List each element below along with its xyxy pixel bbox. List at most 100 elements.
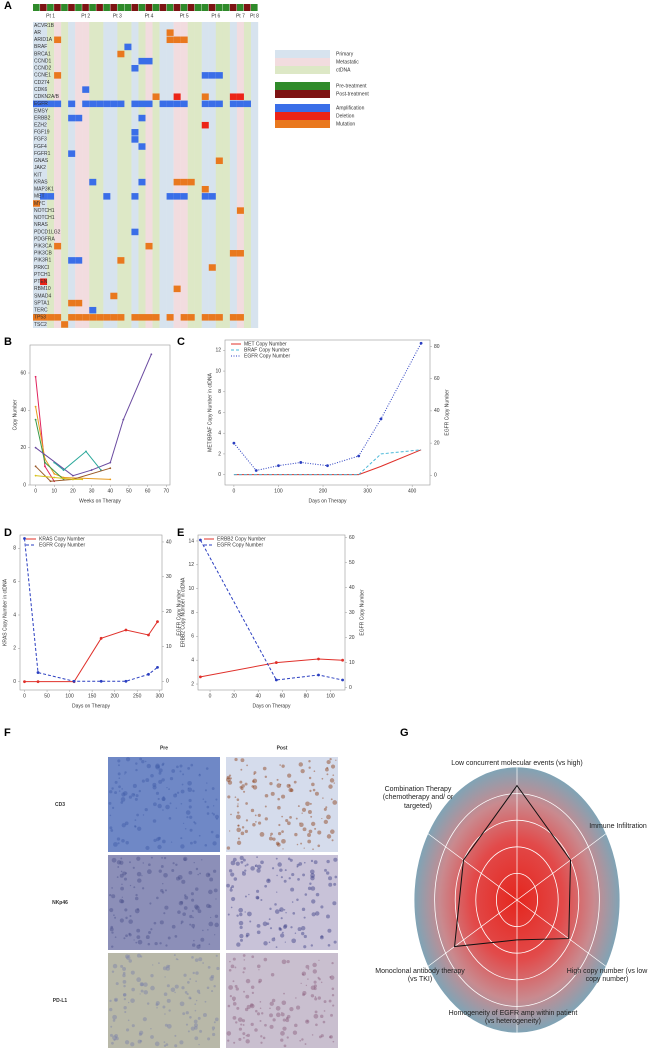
micrograph-texture <box>115 982 119 986</box>
y-tick-label: 0 <box>13 679 16 685</box>
micrograph-texture <box>123 993 127 997</box>
micrograph-texture <box>237 811 240 814</box>
micrograph-texture <box>116 860 122 865</box>
micrograph-texture <box>242 871 244 873</box>
alteration-cell <box>208 314 216 321</box>
micrograph-texture <box>162 797 166 801</box>
micrograph-texture <box>137 878 142 883</box>
alteration-cell <box>68 257 76 264</box>
sample-site-column <box>173 22 181 328</box>
micrograph-texture <box>289 816 292 819</box>
micrograph-texture <box>192 926 195 929</box>
micrograph-texture <box>180 802 183 805</box>
timepoint-cell <box>201 4 209 11</box>
micrograph-texture <box>262 921 268 927</box>
timepoint-cell <box>75 4 82 11</box>
micrograph-texture <box>314 911 320 916</box>
micrograph-texture <box>319 935 324 940</box>
micrograph-texture <box>246 1004 251 1010</box>
x-tick-label: 60 <box>280 693 286 699</box>
micrograph-texture <box>315 892 320 897</box>
micrograph-texture <box>177 874 183 880</box>
micrograph-texture <box>109 1033 113 1037</box>
timepoint-cell <box>47 4 54 11</box>
micrograph-texture <box>110 829 114 832</box>
micrograph-texture <box>160 865 164 868</box>
micrograph-texture <box>294 832 298 837</box>
micrograph-texture <box>239 785 243 789</box>
micrograph-texture <box>139 1030 144 1035</box>
micrograph-texture <box>310 886 316 891</box>
alteration-cell <box>201 193 209 200</box>
micrograph-texture <box>152 964 154 966</box>
x-tick-label: 60 <box>145 488 151 494</box>
legend-label: Deletion <box>336 113 355 119</box>
micrograph <box>226 953 338 1048</box>
alteration-cell <box>180 178 188 186</box>
micrograph-texture <box>194 1026 198 1030</box>
micrograph-texture <box>157 766 160 768</box>
micrograph-texture <box>304 893 308 896</box>
micrograph-texture <box>118 790 121 792</box>
alteration-cell <box>61 321 69 328</box>
micrograph-texture <box>202 929 204 932</box>
micrograph-texture <box>163 873 168 878</box>
micrograph-texture <box>166 984 170 988</box>
micrograph-texture <box>264 793 269 798</box>
micrograph-texture <box>250 808 255 813</box>
micrograph-texture <box>201 859 203 861</box>
timepoint-cell <box>243 4 251 11</box>
alteration-cell <box>75 299 83 307</box>
micrograph-texture <box>114 936 117 938</box>
x-tick-label: 150 <box>88 693 97 699</box>
micrograph-texture <box>127 1001 130 1004</box>
micrograph-texture <box>292 1030 298 1035</box>
micrograph-texture <box>280 933 285 938</box>
micrograph-texture <box>132 783 137 788</box>
timepoint-cell <box>222 4 230 11</box>
alteration-cell <box>33 100 41 108</box>
sample-site-column <box>103 22 111 328</box>
legend-swatch <box>275 50 330 58</box>
micrograph-texture <box>111 1041 114 1045</box>
micrograph-texture <box>133 825 137 828</box>
micrograph-texture <box>289 1007 294 1012</box>
micrograph <box>108 757 220 852</box>
alteration-cell <box>138 314 146 321</box>
micrograph-texture <box>258 978 263 983</box>
alteration-cell <box>166 193 174 200</box>
micrograph-texture <box>182 912 186 916</box>
micrograph-texture <box>177 910 181 914</box>
legend-swatch <box>275 104 330 112</box>
y-axis-label: ERBB2 Copy Number in ctDNA <box>180 577 186 647</box>
micrograph-texture <box>333 940 337 944</box>
alteration-cell <box>40 314 48 321</box>
gene-label: EGFR <box>34 101 48 107</box>
micrograph-texture <box>188 798 192 803</box>
data-point <box>72 478 74 481</box>
timepoint-cell <box>229 4 237 11</box>
micrograph-texture <box>164 905 169 910</box>
micrograph-texture <box>115 1036 119 1041</box>
micrograph-texture <box>204 843 208 847</box>
micrograph-texture <box>134 797 138 801</box>
micrograph-texture <box>270 791 275 796</box>
micrograph-texture <box>119 898 124 904</box>
alteration-cell <box>180 100 188 108</box>
x-tick-label: 10 <box>51 488 57 494</box>
micrograph-texture <box>257 864 262 869</box>
micrograph-texture <box>227 795 231 799</box>
timepoint-cell <box>33 4 40 11</box>
micrograph-texture <box>240 860 244 864</box>
alteration-cell <box>68 314 76 321</box>
alteration-cell <box>201 121 209 129</box>
micrograph-texture <box>125 934 128 938</box>
micrograph-texture <box>255 1009 258 1013</box>
micrograph-texture <box>190 892 194 896</box>
micrograph-texture <box>169 802 172 805</box>
radar-polygon <box>453 784 572 948</box>
row-label: CD3 <box>55 802 65 808</box>
x-tick-label: 50 <box>44 693 50 699</box>
micrograph-texture <box>139 993 141 995</box>
micrograph-texture <box>143 990 149 995</box>
